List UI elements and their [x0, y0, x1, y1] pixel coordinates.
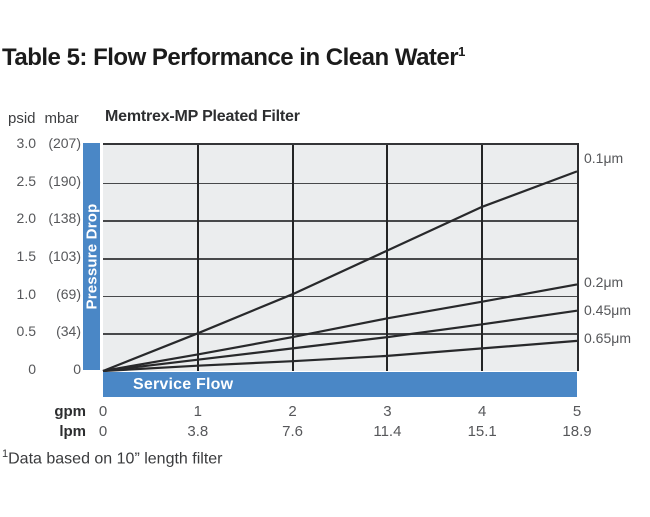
horizontal-gridline	[103, 258, 577, 260]
x-tick-gpm: 1	[193, 403, 202, 420]
footnote-superscript: 1	[2, 448, 9, 460]
y-tick-mbar: 0	[73, 361, 81, 377]
y-tick-row: 1.0 (69)	[0, 285, 82, 303]
y-tick-psid: 0.5	[16, 323, 36, 340]
y-tick-psid: 3.0	[16, 135, 36, 151]
x-tick-lpm: 0	[98, 423, 108, 440]
series-line-0.65μm	[102, 339, 578, 373]
vertical-gridline	[291, 145, 294, 371]
vertical-gridline	[196, 145, 199, 371]
x-tick-lpm: 3.8	[187, 423, 209, 440]
x-axis-unit-lpm: lpm	[59, 423, 86, 440]
vertical-gridline	[481, 145, 484, 371]
y-tick-psid: 1.0	[16, 285, 36, 302]
data-lines	[102, 170, 578, 373]
y-tick-mbar: (207)	[48, 135, 81, 151]
plot-area	[102, 143, 579, 373]
y-tick-psid: 1.5	[16, 248, 36, 264]
vertical-gridline	[386, 145, 389, 371]
y-tick-mbar: (69)	[56, 285, 81, 302]
horizontal-gridline	[103, 220, 577, 222]
x-tick-gpm: 4	[478, 403, 487, 420]
y-tick-row: 2.0 (138)	[0, 209, 82, 227]
y-tick-psid: 2.5	[16, 172, 36, 189]
page-title-superscript: 1	[458, 44, 465, 59]
x-tick-gpm: 0	[98, 403, 108, 420]
mbar-unit-label: mbar	[44, 110, 79, 127]
y-tick-mbar: (103)	[48, 248, 81, 264]
x-tick-gpm: 5	[572, 403, 582, 420]
x-axis-unit-gpm: gpm	[54, 403, 86, 420]
footnote-text: Data based on 10” length filter	[8, 450, 223, 468]
x-axis-title-bar: Service Flow	[103, 372, 577, 397]
y-tick-row: 3.0 (207)	[0, 134, 82, 152]
series-line-0.2μm	[102, 283, 578, 373]
x-axis-title: Service Flow	[133, 375, 234, 393]
series-label: 0.65μm	[584, 329, 631, 346]
y-tick-row: 2.5 (190)	[0, 172, 82, 190]
page-title: Table 5: Flow Performance in Clean Water…	[2, 44, 465, 72]
series-line-0.45μm	[102, 309, 578, 373]
x-tick-gpm: 3	[383, 403, 392, 420]
series-label: 0.1μm	[584, 150, 624, 167]
chart-title: Memtrex-MP Pleated Filter	[105, 108, 300, 125]
series-label: 0.45μm	[584, 301, 631, 318]
x-tick-lpm: 7.6	[282, 423, 304, 440]
y-tick-mbar: (190)	[48, 172, 81, 189]
x-tick-lpm: 15.1	[467, 423, 497, 440]
y-axis-unit-header: psid mbar	[8, 110, 79, 127]
series-label: 0.2μm	[584, 274, 624, 291]
footnote: 1Data based on 10” length filter	[2, 448, 222, 468]
horizontal-gridline	[103, 182, 577, 185]
y-tick-row: 1.5 (103)	[0, 247, 82, 265]
y-tick-psid: 2.0	[16, 210, 36, 227]
y-tick-mbar: (138)	[48, 210, 81, 227]
x-tick-lpm: 18.9	[562, 423, 592, 440]
y-tick-row: 0.5 (34)	[0, 322, 82, 340]
y-tick-mbar: (34)	[56, 323, 81, 340]
horizontal-gridline	[103, 333, 577, 335]
x-tick-gpm: 2	[288, 403, 297, 420]
psid-unit-label: psid	[8, 110, 36, 127]
y-tick-psid: 0	[28, 361, 36, 377]
series-line-0.1μm	[102, 170, 578, 373]
y-axis-title: Pressure Drop	[83, 203, 101, 310]
y-axis-title-bar: Pressure Drop	[83, 143, 100, 370]
x-tick-lpm: 11.4	[373, 423, 402, 440]
page-title-text: Table 5: Flow Performance in Clean Water	[2, 44, 459, 71]
horizontal-gridline	[103, 295, 577, 298]
